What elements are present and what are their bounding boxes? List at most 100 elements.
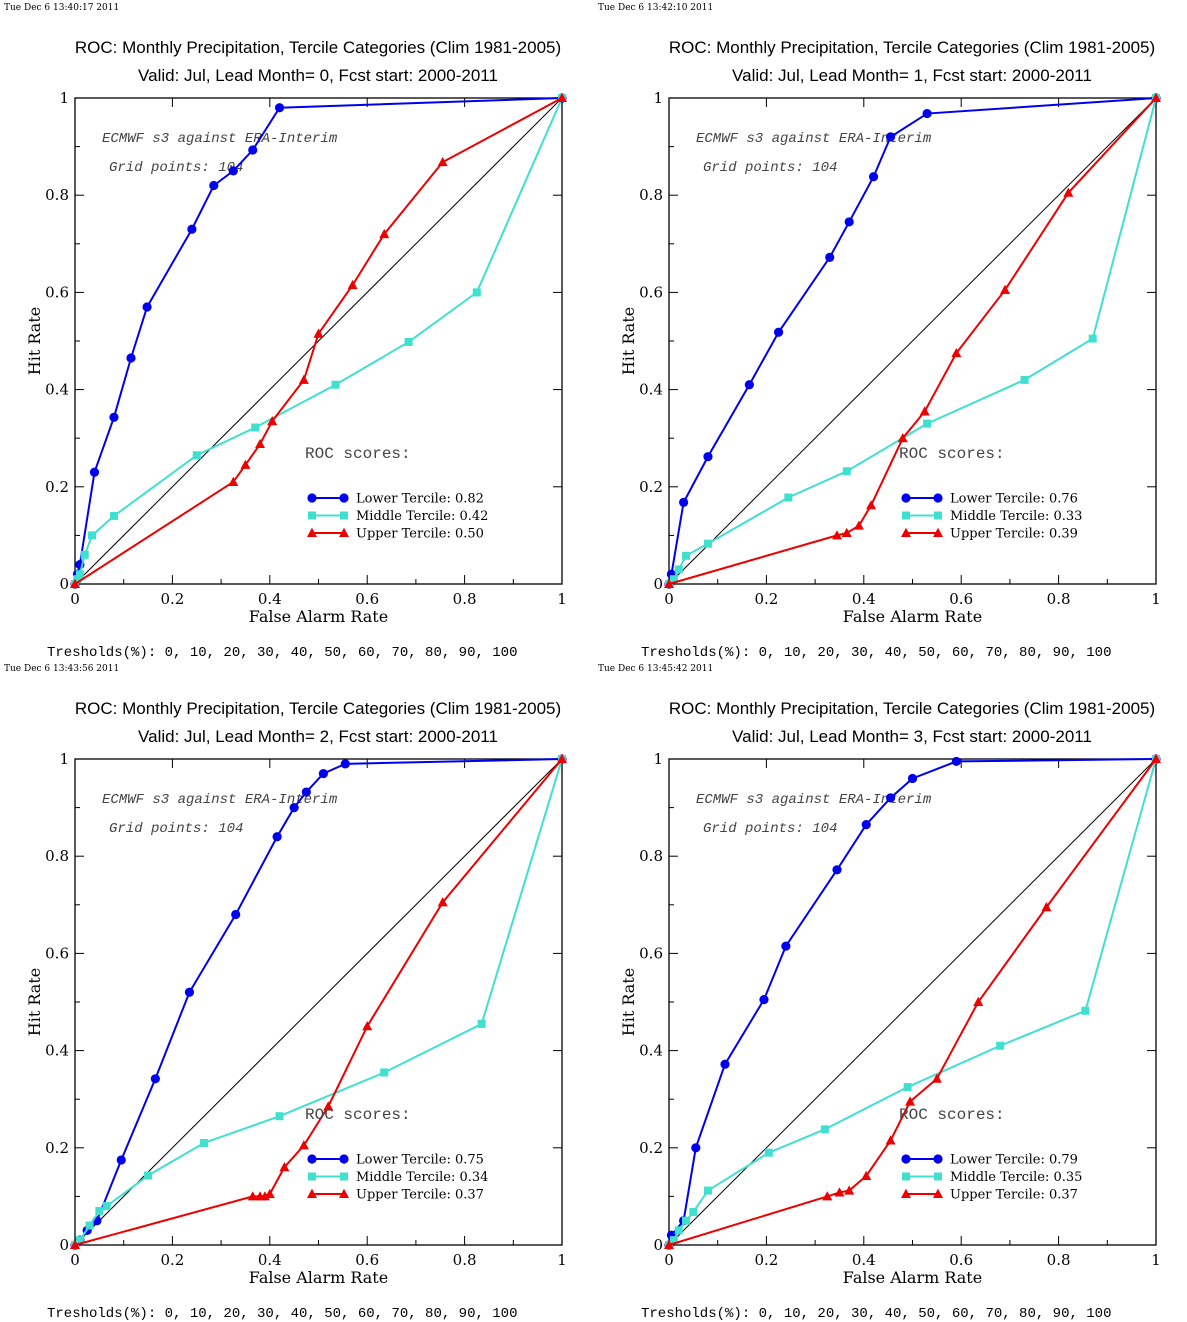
data-point (75, 1236, 84, 1245)
data-point (347, 279, 358, 290)
timestamp: Tue Dec 6 13:43:56 2011 (4, 664, 119, 674)
y-tick-label: 0 (653, 1236, 663, 1254)
x-tick-label: 1 (557, 590, 567, 608)
data-point (703, 1186, 712, 1195)
legend-marker (901, 493, 911, 503)
y-tick-label: 0.2 (639, 1139, 663, 1157)
x-tick-label: 0 (70, 590, 80, 608)
x-tick-label: 0.6 (355, 590, 379, 608)
x-tick-label: 0 (70, 1251, 80, 1269)
x-tick-label: 0.8 (1047, 590, 1071, 608)
chart-subtitle: Valid: Jul, Lead Month= 2, Fcst start: 2… (138, 727, 498, 746)
legend-entry: Lower Tercile: 0.75 (307, 1153, 484, 1168)
data-point (200, 1138, 209, 1147)
y-tick-label: 1 (59, 750, 69, 768)
legend-entry: Middle Tercile: 0.42 (308, 509, 488, 524)
chart-title: ROC: Monthly Precipitation, Tercile Cate… (669, 699, 1155, 718)
y-tick-label: 0 (653, 575, 663, 593)
x-tick-label: 1 (1151, 1251, 1161, 1269)
data-point (689, 1207, 698, 1216)
data-point (184, 987, 195, 997)
data-point (841, 527, 852, 537)
data-point (1000, 284, 1011, 294)
grid-points-annotation: Grid points: 104 (109, 821, 243, 837)
legend-entry: Lower Tercile: 0.79 (901, 1153, 1078, 1168)
data-point (73, 575, 82, 584)
chart-subtitle: Valid: Jul, Lead Month= 1, Fcst start: 2… (732, 66, 1092, 85)
legend-label: Lower Tercile: 0.75 (356, 1153, 484, 1168)
data-point (340, 759, 350, 769)
data-point (472, 288, 481, 297)
data-point (267, 415, 278, 426)
legend-label: Upper Tercile: 0.37 (356, 1188, 484, 1203)
y-axis-label: Hit Rate (619, 307, 638, 375)
roc-chart-svg: Tue Dec 6 13:42:10 2011 ROC: Monthly Prec… (598, 3, 1161, 661)
legend-entry: Middle Tercile: 0.34 (308, 1170, 488, 1185)
data-point (842, 467, 851, 476)
data-point (95, 1206, 104, 1215)
data-point (674, 1226, 683, 1235)
roc-scores-header: ROC scores: (305, 1106, 411, 1124)
x-tick-label: 0 (664, 590, 674, 608)
data-point (825, 252, 835, 263)
data-point (820, 1125, 829, 1134)
roc-chart-svg: Tue Dec 6 13:40:17 2011 ROC: Monthly Prec… (4, 3, 567, 661)
data-point (674, 565, 683, 574)
y-tick-label: 0.6 (45, 944, 69, 962)
data-point (1151, 753, 1161, 763)
data-point (973, 996, 984, 1006)
data-point (866, 500, 877, 510)
legend-marker (901, 1188, 911, 1198)
data-point (861, 820, 871, 830)
x-axis-label: False Alarm Rate (843, 607, 982, 626)
x-axis-label: False Alarm Rate (249, 1268, 388, 1287)
roc-scores-header: ROC scores: (899, 445, 1005, 463)
data-point (844, 217, 854, 227)
legend-marker (933, 1154, 943, 1164)
y-tick-label: 0.8 (639, 847, 663, 865)
data-point (298, 374, 309, 384)
data-point (905, 1096, 916, 1106)
data-point (922, 108, 932, 119)
y-axis-label: Hit Rate (619, 968, 638, 1036)
no-skill-diagonal (74, 758, 563, 1246)
roc-scores-header: ROC scores: (899, 1106, 1005, 1124)
y-tick-label: 0.2 (639, 478, 663, 496)
data-point (885, 793, 896, 803)
y-tick-label: 0.2 (45, 1139, 69, 1157)
data-point (861, 1170, 872, 1180)
data-point (323, 1101, 334, 1111)
legend-marker (902, 511, 910, 520)
data-point (116, 1155, 126, 1165)
x-axis-label: False Alarm Rate (843, 1268, 982, 1287)
data-point (75, 570, 84, 579)
data-point (89, 467, 100, 477)
legend-entry: Upper Tercile: 0.37 (307, 1188, 484, 1203)
legend-marker (308, 1172, 316, 1181)
data-point (85, 1221, 94, 1230)
data-point (703, 452, 713, 462)
data-point (664, 578, 674, 588)
y-tick-label: 0.8 (45, 847, 69, 865)
data-point (682, 1216, 691, 1225)
model-annotation: ECMWF s3 against ERA-Interim (102, 792, 338, 808)
data-point (822, 1191, 833, 1201)
roc-scores-header: ROC scores: (305, 445, 411, 463)
roc-panel-lead-0: Tue Dec 6 13:40:17 2011 ROC: Monthly Prec… (0, 0, 594, 661)
timestamp: Tue Dec 6 13:42:10 2011 (598, 3, 713, 13)
legend-label: Lower Tercile: 0.76 (950, 492, 1078, 507)
data-point (102, 1202, 111, 1211)
data-point (279, 1162, 290, 1172)
data-point (773, 327, 784, 337)
data-point (362, 1021, 373, 1031)
legend-label: Upper Tercile: 0.50 (356, 527, 484, 542)
data-point (240, 459, 251, 469)
x-tick-label: 0.8 (453, 1251, 477, 1269)
data-point (313, 328, 324, 338)
data-point (844, 1185, 855, 1195)
data-point (231, 909, 241, 920)
y-tick-label: 0.8 (639, 186, 663, 204)
data-point (228, 476, 239, 486)
legend-entry: Lower Tercile: 0.76 (901, 492, 1078, 507)
x-tick-label: 0.4 (852, 1251, 876, 1269)
